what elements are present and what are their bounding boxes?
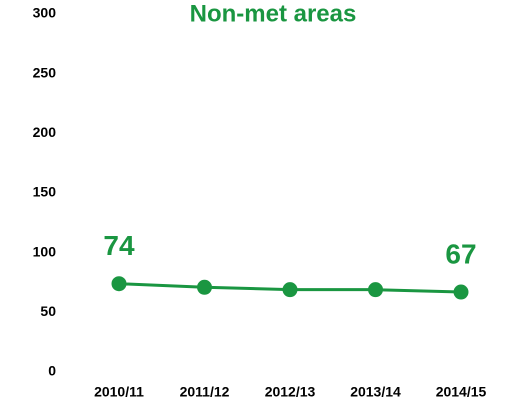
x-tick-label: 2012/13	[265, 384, 316, 400]
x-tick-label: 2011/12	[180, 384, 230, 400]
y-tick-label: 200	[33, 124, 57, 140]
y-tick-label: 250	[33, 64, 57, 80]
x-tick-label: 2014/15	[436, 384, 487, 400]
data-label: 74	[103, 230, 135, 261]
point	[111, 276, 127, 292]
chart-title: Non-met areas	[190, 0, 357, 27]
point	[197, 279, 212, 295]
x-tick-label: 2010/11	[94, 384, 144, 400]
x-tick-label: 2013/14	[350, 384, 401, 400]
point	[282, 282, 298, 298]
y-tick-label: 0	[48, 363, 56, 379]
y-tick-label: 50	[40, 303, 56, 319]
y-tick-label: 100	[33, 243, 57, 259]
point	[368, 282, 383, 298]
y-tick-label: 300	[33, 5, 57, 21]
point	[453, 284, 469, 300]
y-tick-label: 150	[33, 184, 57, 200]
data-label: 67	[445, 238, 476, 269]
